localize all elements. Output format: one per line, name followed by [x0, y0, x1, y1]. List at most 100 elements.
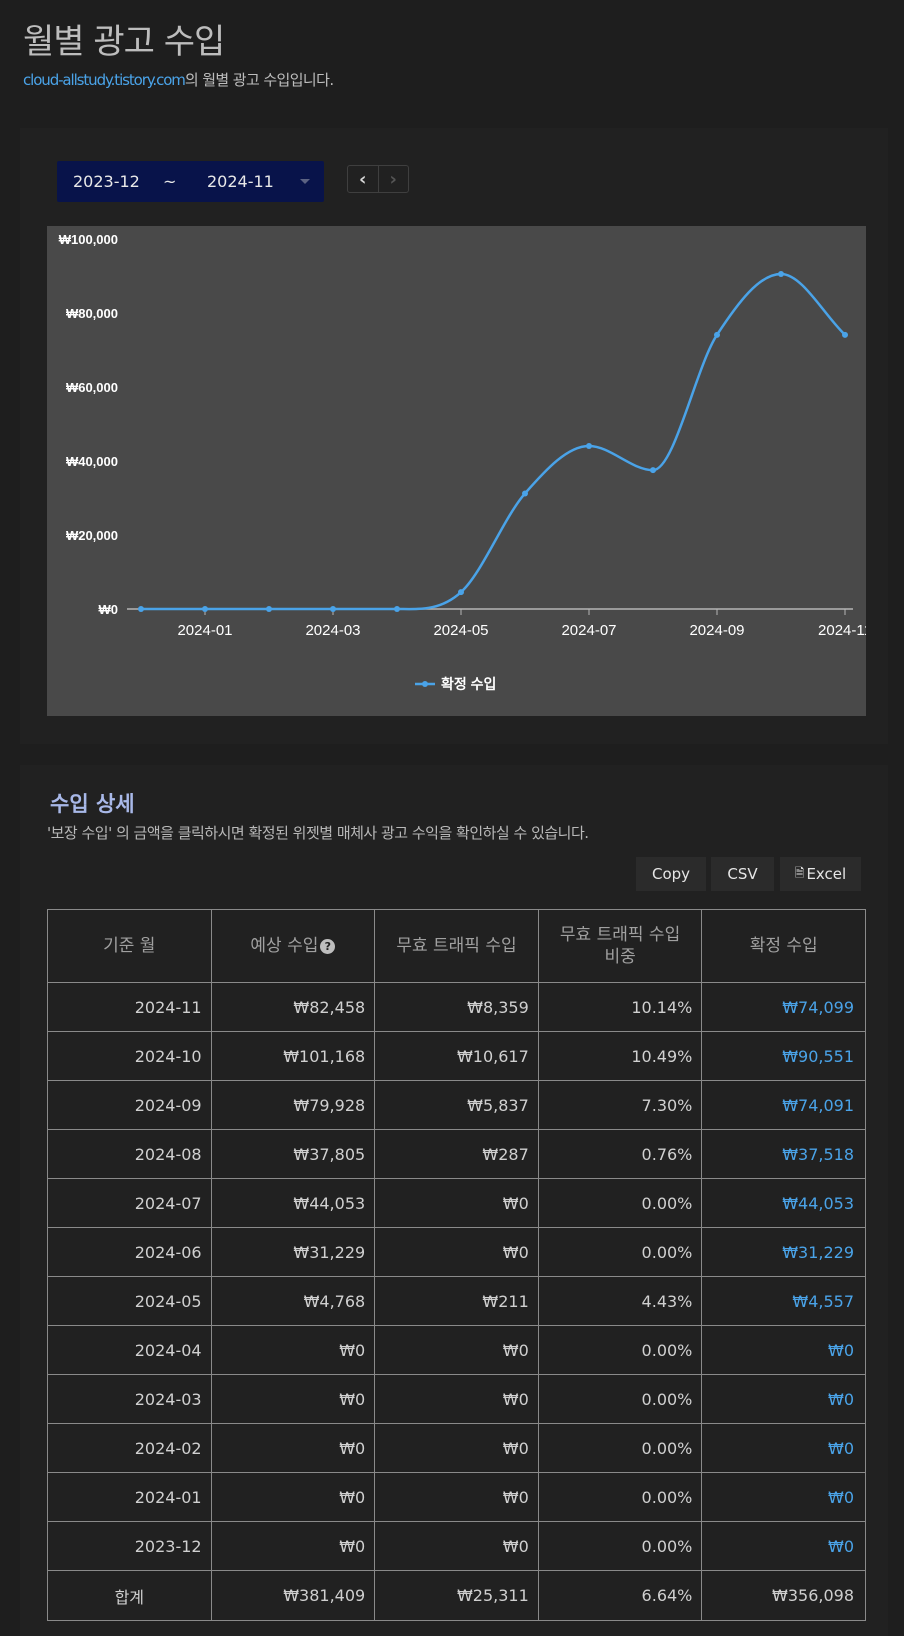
y-tick-label: ₩40,000 [66, 454, 118, 469]
row-expected: ₩0 [210, 1472, 376, 1522]
start-month: 2023-12 [73, 172, 140, 191]
table-row: 2024-06 ₩31,229 ₩0 0.00% ₩31,229 [47, 1227, 866, 1277]
legend-label: 확정 수입 [441, 676, 496, 692]
row-confirmed[interactable]: ₩74,091 [701, 1080, 866, 1130]
column-header-month[interactable]: 기준 월 [47, 909, 212, 983]
total-label: 합계 [47, 1570, 212, 1621]
x-tick-label: 2024-05 [433, 622, 488, 639]
row-invalid: ₩5,837 [374, 1080, 539, 1130]
row-confirmed[interactable]: ₩0 [701, 1374, 866, 1424]
row-ratio: 0.00% [537, 1374, 703, 1424]
row-expected: ₩101,168 [210, 1031, 376, 1081]
row-invalid: ₩287 [374, 1129, 539, 1179]
section-title: 수입 상세 [50, 792, 135, 816]
question-circle-icon[interactable]: ? [320, 938, 336, 954]
row-ratio: 0.00% [537, 1423, 703, 1473]
row-ratio: 0.00% [537, 1472, 703, 1522]
table-row: 2024-05 ₩4,768 ₩211 4.43% ₩4,557 [47, 1276, 866, 1326]
total-invalid: ₩25,311 [374, 1570, 539, 1621]
row-confirmed[interactable]: ₩44,053 [701, 1178, 866, 1228]
row-confirmed[interactable]: ₩0 [701, 1521, 866, 1571]
excel-button[interactable]: 🗎 Excel [780, 857, 861, 891]
row-confirmed[interactable]: ₩0 [701, 1325, 866, 1375]
table-row: 2024-09 ₩79,928 ₩5,837 7.30% ₩74,091 [47, 1080, 866, 1130]
row-confirmed[interactable]: ₩37,518 [701, 1129, 866, 1179]
excel-button-label: Excel [806, 865, 847, 883]
row-expected: ₩4,768 [210, 1276, 376, 1326]
row-confirmed[interactable]: ₩31,229 [701, 1227, 866, 1277]
row-expected: ₩0 [210, 1521, 376, 1571]
row-month: 2024-11 [47, 982, 212, 1032]
row-expected: ₩82,458 [210, 982, 376, 1032]
row-invalid: ₩0 [374, 1325, 539, 1375]
range-separator: ~ [163, 172, 177, 191]
row-invalid: ₩8,359 [374, 982, 539, 1032]
row-month: 2024-05 [47, 1276, 212, 1326]
income-chart-svg: ₩0 ₩20,000 ₩40,000 ₩60,000 ₩80,000 ₩100,000 20… [59, 232, 866, 692]
row-invalid: ₩211 [374, 1276, 539, 1326]
table-body: 2024-11 ₩82,458 ₩8,359 10.14% ₩74,099 2024-10… [47, 982, 866, 1571]
data-point [842, 331, 848, 338]
row-month: 2024-03 [47, 1374, 212, 1424]
row-expected: ₩37,805 [210, 1129, 376, 1179]
site-link[interactable]: cloud-allstudy.tistory.com [23, 71, 186, 89]
row-confirmed[interactable]: ₩74,099 [701, 982, 866, 1032]
row-month: 2024-04 [47, 1325, 212, 1375]
data-point [714, 331, 720, 338]
row-ratio: 0.76% [537, 1129, 703, 1179]
row-month: 2024-10 [47, 1031, 212, 1081]
row-expected: ₩31,229 [210, 1227, 376, 1277]
prev-month-button[interactable]: ‹ [348, 166, 379, 192]
row-confirmed[interactable]: ₩0 [701, 1423, 866, 1473]
total-row: 합계 ₩381,409 ₩25,311 6.64% ₩356,098 [47, 1570, 866, 1621]
chevron-left-icon: ‹ [359, 168, 367, 190]
column-header-expected[interactable]: 예상 수입? [210, 909, 376, 983]
row-confirmed[interactable]: ₩0 [701, 1472, 866, 1522]
csv-button[interactable]: CSV [711, 857, 774, 891]
row-confirmed[interactable]: ₩90,551 [701, 1031, 866, 1081]
y-tick-label: ₩0 [99, 602, 119, 617]
excel-file-icon: 🗎 [794, 865, 805, 880]
data-point [202, 606, 208, 612]
row-expected: ₩0 [210, 1325, 376, 1375]
x-tick-label: 2024-07 [561, 622, 616, 639]
row-invalid: ₩0 [374, 1423, 539, 1473]
y-tick-label: ₩80,000 [66, 306, 118, 321]
data-point [650, 467, 656, 474]
page-subtitle: cloud-allstudy.tistory.com의 월별 광고 수입입니다. [23, 69, 334, 90]
column-header-invalid[interactable]: 무효 트래픽 수입 [374, 909, 539, 983]
row-expected: ₩44,053 [210, 1178, 376, 1228]
row-invalid: ₩0 [374, 1178, 539, 1228]
row-ratio: 4.43% [537, 1276, 703, 1326]
x-tick-label: 2024-11 [818, 622, 866, 639]
row-invalid: ₩0 [374, 1374, 539, 1424]
row-ratio: 0.00% [537, 1178, 703, 1228]
data-point [778, 270, 784, 277]
y-tick-label: ₩100,000 [59, 232, 118, 247]
next-month-button[interactable]: › [379, 166, 409, 192]
income-table: 기준 월 예상 수입? 무효 트래픽 수입 무효 트래픽 수입 비중 확정 수입 … [47, 909, 866, 1621]
column-header-confirmed[interactable]: 확정 수입 [701, 909, 866, 983]
data-point [266, 606, 272, 612]
caret-down-icon [300, 179, 310, 184]
date-range-picker[interactable]: 2023-12 ~ 2024-11 [57, 161, 324, 202]
table-row: 2024-03 ₩0 ₩0 0.00% ₩0 [47, 1374, 866, 1424]
month-nav: ‹ › [347, 165, 409, 193]
column-header-ratio[interactable]: 무효 트래픽 수입 비중 [537, 909, 703, 983]
table-row: 2024-02 ₩0 ₩0 0.00% ₩0 [47, 1423, 866, 1473]
table-header-row: 기준 월 예상 수입? 무효 트래픽 수입 무효 트래픽 수입 비중 확정 수입 [47, 909, 866, 983]
end-month: 2024-11 [207, 172, 274, 191]
page-title: 월별 광고 수입 [23, 22, 225, 62]
row-invalid: ₩0 [374, 1227, 539, 1277]
legend-marker-icon [422, 681, 428, 687]
copy-button[interactable]: Copy [636, 857, 706, 891]
x-tick-label: 2024-03 [305, 622, 360, 639]
row-ratio: 0.00% [537, 1227, 703, 1277]
row-expected: ₩0 [210, 1423, 376, 1473]
data-point [522, 490, 528, 497]
row-expected: ₩0 [210, 1374, 376, 1424]
row-confirmed[interactable]: ₩4,557 [701, 1276, 866, 1326]
row-month: 2024-02 [47, 1423, 212, 1473]
row-month: 2024-01 [47, 1472, 212, 1522]
series-line-confirmed [141, 272, 846, 611]
